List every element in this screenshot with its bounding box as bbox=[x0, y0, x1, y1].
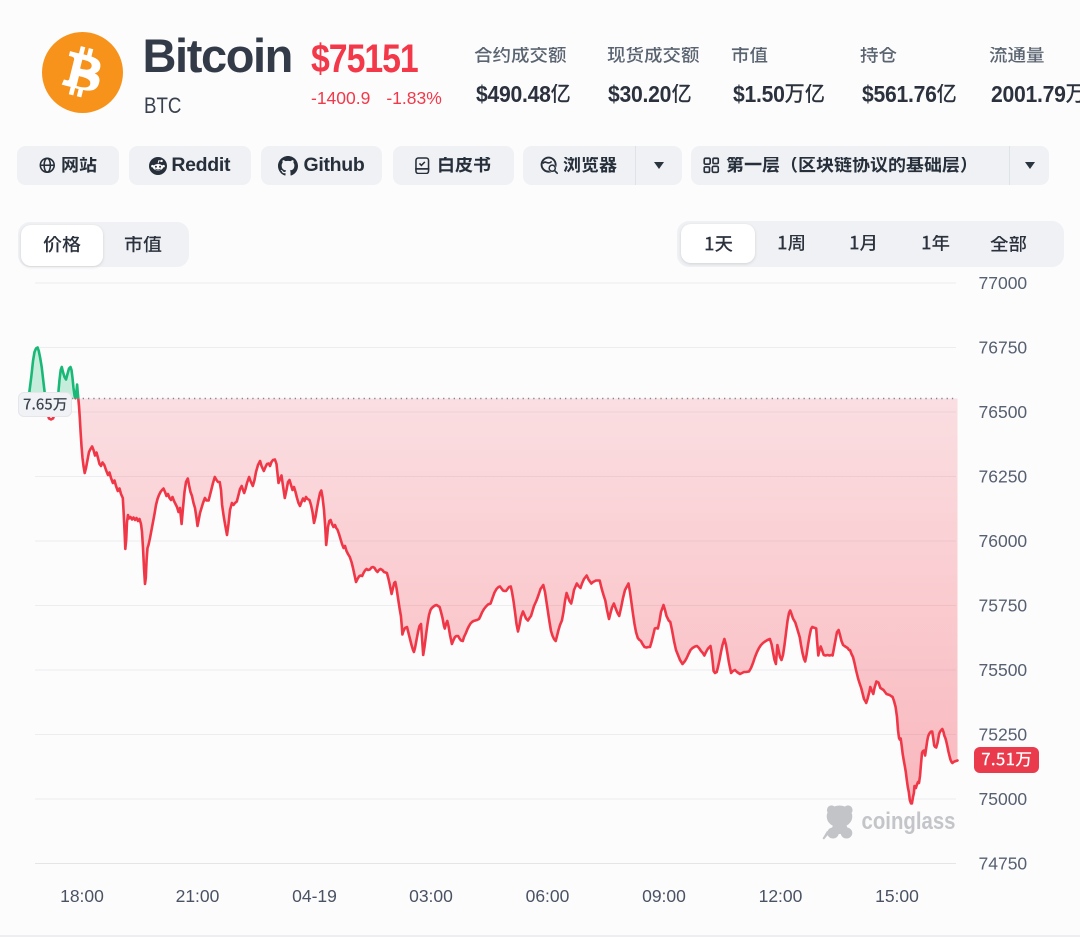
svg-text:coinglass: coinglass bbox=[862, 808, 956, 835]
svg-text:75000: 75000 bbox=[979, 789, 1028, 809]
svg-text:04-19: 04-19 bbox=[292, 886, 337, 906]
svg-text:74750: 74750 bbox=[979, 854, 1028, 874]
svg-text:75500: 75500 bbox=[979, 660, 1028, 680]
svg-text:76750: 76750 bbox=[979, 338, 1028, 358]
svg-text:75250: 75250 bbox=[979, 725, 1028, 745]
svg-text:75750: 75750 bbox=[979, 596, 1028, 616]
svg-text:12:00: 12:00 bbox=[759, 886, 803, 906]
svg-text:76000: 76000 bbox=[979, 531, 1028, 551]
svg-text:09:00: 09:00 bbox=[642, 886, 686, 906]
svg-text:76250: 76250 bbox=[979, 467, 1028, 487]
svg-text:06:00: 06:00 bbox=[526, 886, 570, 906]
svg-text:15:00: 15:00 bbox=[875, 886, 919, 906]
svg-text:03:00: 03:00 bbox=[409, 886, 453, 906]
svg-text:18:00: 18:00 bbox=[60, 886, 104, 906]
svg-text:77000: 77000 bbox=[979, 273, 1028, 293]
svg-text:21:00: 21:00 bbox=[176, 886, 220, 906]
svg-text:76500: 76500 bbox=[979, 402, 1028, 422]
